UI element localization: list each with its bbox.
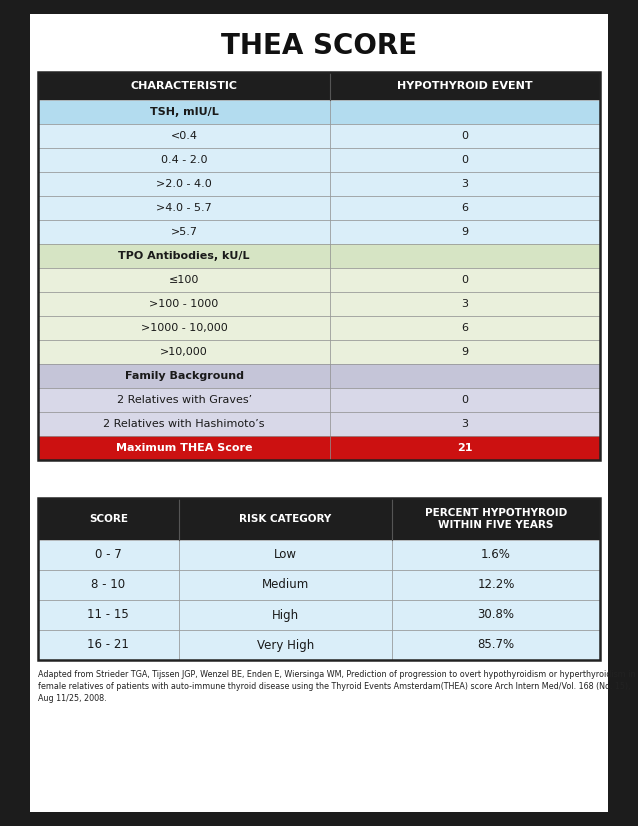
Bar (330, 124, 600, 148)
Bar (330, 364, 600, 388)
Text: 0: 0 (462, 275, 469, 285)
Bar (38, 100, 330, 124)
Text: 1.6%: 1.6% (481, 548, 511, 562)
Text: 3: 3 (462, 299, 469, 309)
Text: 0.4 - 2.0: 0.4 - 2.0 (161, 155, 207, 165)
Text: HYPOTHYROID EVENT: HYPOTHYROID EVENT (397, 81, 533, 91)
Text: 9: 9 (461, 227, 469, 237)
Bar (179, 630, 392, 660)
Bar (392, 570, 600, 600)
Bar (330, 148, 600, 172)
Bar (38, 498, 600, 660)
Text: 21: 21 (457, 443, 473, 453)
Bar (330, 220, 600, 244)
Text: 6: 6 (462, 323, 469, 333)
Bar (38, 124, 330, 148)
Text: 2 Relatives with Hashimoto’s: 2 Relatives with Hashimoto’s (103, 419, 265, 429)
Text: 85.7%: 85.7% (477, 638, 515, 652)
Text: Low: Low (274, 548, 297, 562)
Bar (392, 540, 600, 570)
Text: >1000 - 10,000: >1000 - 10,000 (141, 323, 228, 333)
Text: Very High: Very High (256, 638, 314, 652)
Bar (38, 196, 330, 220)
Text: 0: 0 (462, 395, 469, 405)
Text: 8 - 10: 8 - 10 (91, 578, 125, 591)
Text: Family Background: Family Background (124, 371, 244, 381)
Bar (38, 268, 330, 292)
Bar (330, 340, 600, 364)
Text: 3: 3 (462, 419, 469, 429)
Text: ≤100: ≤100 (169, 275, 199, 285)
Bar (38, 570, 179, 600)
Bar (38, 172, 330, 196)
Bar (38, 388, 330, 412)
Text: SCORE: SCORE (89, 514, 128, 524)
Text: >5.7: >5.7 (170, 227, 198, 237)
Bar (38, 316, 330, 340)
Text: 3: 3 (462, 179, 469, 189)
Text: Medium: Medium (262, 578, 309, 591)
Bar (179, 600, 392, 630)
Bar (330, 244, 600, 268)
Bar (330, 316, 600, 340)
Bar (38, 244, 330, 268)
Text: 9: 9 (461, 347, 469, 357)
Bar (38, 292, 330, 316)
Bar (179, 540, 392, 570)
Bar (330, 196, 600, 220)
Bar (38, 498, 600, 540)
Bar (38, 72, 600, 460)
Text: 11 - 15: 11 - 15 (87, 609, 129, 621)
Bar (38, 412, 330, 436)
Text: THEA SCORE: THEA SCORE (221, 32, 417, 60)
Text: High: High (272, 609, 299, 621)
Bar (392, 600, 600, 630)
Bar (38, 72, 600, 100)
Text: Adapted from Strieder TGA, Tijssen JGP, Wenzel BE, Enden E, Wiersinga WM, Predic: Adapted from Strieder TGA, Tijssen JGP, … (38, 670, 635, 703)
Text: Maximum THEA Score: Maximum THEA Score (116, 443, 253, 453)
Text: CHARACTERISTIC: CHARACTERISTIC (131, 81, 237, 91)
Bar (330, 388, 600, 412)
Text: 0: 0 (462, 131, 469, 141)
Text: 6: 6 (462, 203, 469, 213)
Bar (38, 364, 330, 388)
Bar (330, 292, 600, 316)
Text: <0.4: <0.4 (170, 131, 198, 141)
Text: TSH, mIU/L: TSH, mIU/L (150, 107, 218, 117)
Text: RISK CATEGORY: RISK CATEGORY (239, 514, 331, 524)
Text: >10,000: >10,000 (160, 347, 208, 357)
Text: 2 Relatives with Graves’: 2 Relatives with Graves’ (117, 395, 251, 405)
Text: PERCENT HYPOTHYROID
WITHIN FIVE YEARS: PERCENT HYPOTHYROID WITHIN FIVE YEARS (425, 508, 567, 529)
Bar (392, 630, 600, 660)
Bar (38, 148, 330, 172)
Bar (330, 100, 600, 124)
Bar (38, 540, 179, 570)
Bar (38, 436, 330, 460)
Text: >4.0 - 5.7: >4.0 - 5.7 (156, 203, 212, 213)
Text: 16 - 21: 16 - 21 (87, 638, 129, 652)
Text: TPO Antibodies, kU/L: TPO Antibodies, kU/L (119, 251, 250, 261)
Bar (330, 268, 600, 292)
Text: 30.8%: 30.8% (477, 609, 514, 621)
Text: 12.2%: 12.2% (477, 578, 515, 591)
Bar (330, 412, 600, 436)
Text: >100 - 1000: >100 - 1000 (149, 299, 219, 309)
Bar (330, 172, 600, 196)
Text: 0 - 7: 0 - 7 (95, 548, 122, 562)
Bar (38, 340, 330, 364)
Bar (38, 220, 330, 244)
Bar (38, 630, 179, 660)
Bar (38, 600, 179, 630)
Bar (179, 570, 392, 600)
Text: >2.0 - 4.0: >2.0 - 4.0 (156, 179, 212, 189)
Text: 0: 0 (462, 155, 469, 165)
Bar (330, 436, 600, 460)
